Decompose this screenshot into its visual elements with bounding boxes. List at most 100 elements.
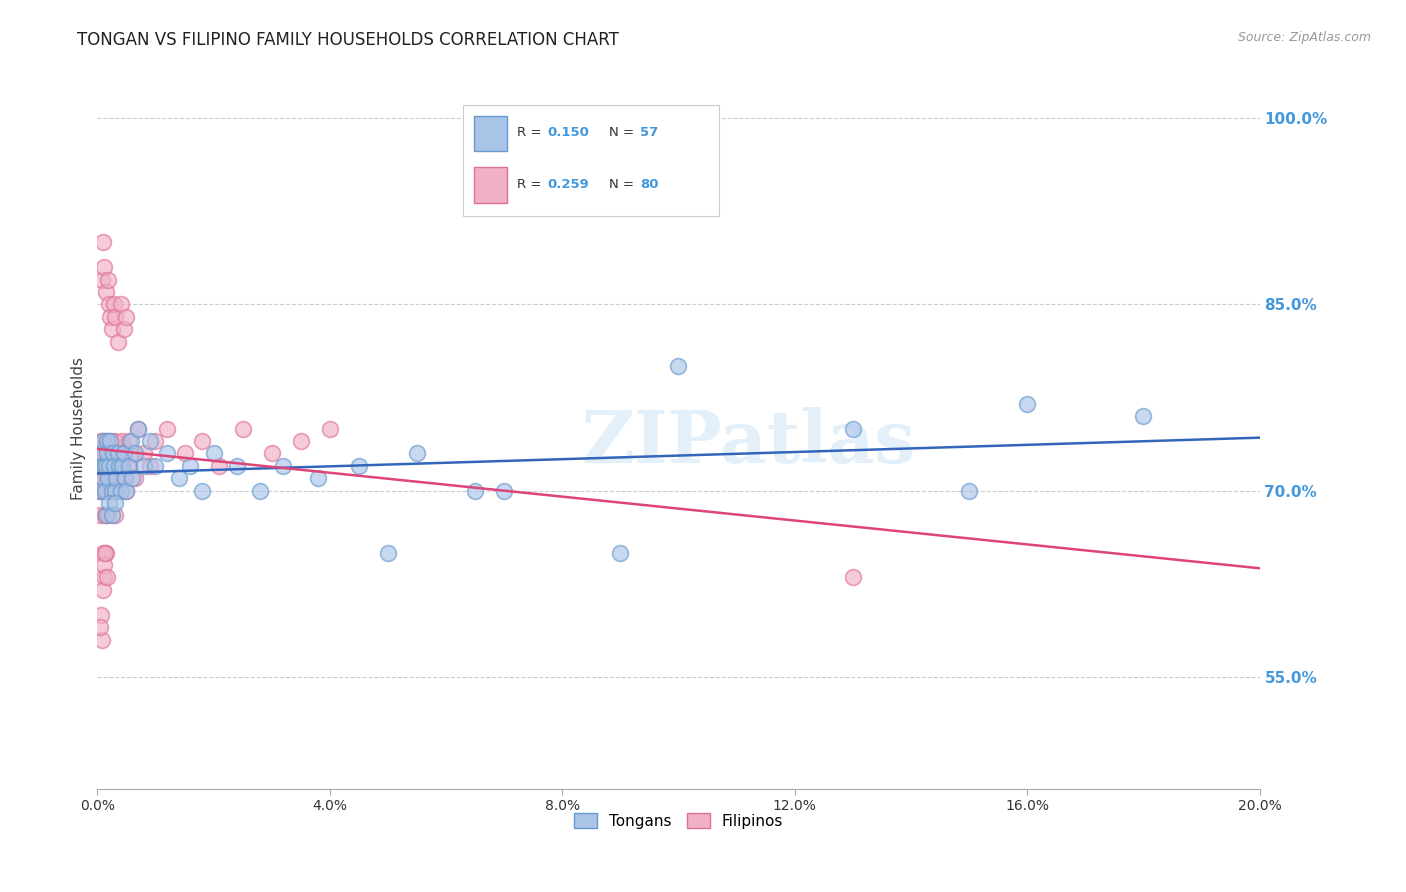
Point: [112, 446, 135, 460]
Point: [94, 471, 117, 485]
Point: [127, 421, 149, 435]
Point: [89, 458, 111, 473]
Point: [494, 483, 516, 498]
Point: [127, 421, 149, 435]
Point: [96, 446, 118, 460]
Point: [132, 446, 155, 460]
Point: [94, 434, 117, 448]
Point: [101, 483, 124, 498]
Point: [97, 471, 120, 485]
Point: [96, 483, 118, 498]
Point: [90, 483, 112, 498]
Point: [97, 272, 120, 286]
Point: [97, 508, 120, 523]
Point: [107, 471, 129, 485]
Point: [249, 483, 271, 498]
Text: ZIPatlas: ZIPatlas: [581, 408, 915, 478]
Point: [132, 458, 155, 473]
Point: [110, 458, 132, 473]
Y-axis label: Family Households: Family Households: [72, 357, 86, 500]
Point: [91, 458, 114, 473]
Point: [96, 570, 118, 584]
Point: [98, 471, 121, 485]
Point: [96, 446, 118, 460]
Point: [115, 483, 138, 498]
Point: [100, 434, 122, 448]
Point: [179, 458, 201, 473]
Point: [377, 546, 399, 560]
Point: [145, 458, 167, 473]
Point: [191, 434, 214, 448]
Point: [94, 483, 117, 498]
Point: [121, 471, 143, 485]
Point: [107, 334, 129, 349]
Point: [173, 446, 195, 460]
Point: [93, 558, 115, 572]
Point: [668, 359, 690, 374]
Point: [94, 508, 117, 523]
Point: [104, 483, 127, 498]
Point: [104, 508, 127, 523]
Point: [91, 471, 114, 485]
Point: [90, 607, 112, 622]
Point: [145, 434, 167, 448]
Point: [98, 446, 121, 460]
Point: [117, 458, 139, 473]
Point: [105, 446, 128, 460]
Point: [101, 446, 124, 460]
Point: [406, 446, 429, 460]
Point: [191, 483, 214, 498]
Point: [118, 458, 141, 473]
Point: [225, 458, 247, 473]
Point: [156, 421, 179, 435]
Point: [98, 458, 121, 473]
Legend: Tongans, Filipinos: Tongans, Filipinos: [568, 806, 789, 835]
Point: [91, 434, 114, 448]
Point: [93, 570, 115, 584]
Point: [100, 483, 122, 498]
Point: [91, 471, 114, 485]
Point: [91, 546, 114, 560]
Point: [103, 458, 125, 473]
Point: [121, 446, 143, 460]
Point: [101, 458, 124, 473]
Point: [93, 446, 115, 460]
Point: [118, 434, 141, 448]
Point: [98, 496, 121, 510]
Point: [232, 421, 254, 435]
Point: [1132, 409, 1154, 423]
Point: [464, 483, 486, 498]
Point: [307, 471, 329, 485]
Point: [91, 434, 114, 448]
Point: [110, 297, 132, 311]
Point: [90, 434, 112, 448]
Point: [347, 458, 370, 473]
Point: [107, 446, 129, 460]
Point: [103, 297, 125, 311]
Point: [156, 446, 179, 460]
Point: [260, 446, 283, 460]
Point: [91, 582, 114, 597]
Point: [89, 483, 111, 498]
Point: [96, 434, 118, 448]
Point: [93, 260, 115, 274]
Point: [98, 458, 121, 473]
Point: [101, 322, 124, 336]
Point: [98, 297, 121, 311]
Point: [93, 483, 115, 498]
Point: [138, 458, 160, 473]
Point: [103, 483, 125, 498]
Point: [104, 471, 127, 485]
Point: [94, 546, 117, 560]
Point: [110, 483, 132, 498]
Point: [124, 446, 146, 460]
Point: [104, 496, 127, 510]
Point: [97, 458, 120, 473]
Point: [1017, 397, 1039, 411]
Point: [842, 421, 865, 435]
Point: [87, 483, 110, 498]
Point: [94, 546, 117, 560]
Point: [115, 310, 138, 324]
Point: [94, 458, 117, 473]
Point: [114, 471, 136, 485]
